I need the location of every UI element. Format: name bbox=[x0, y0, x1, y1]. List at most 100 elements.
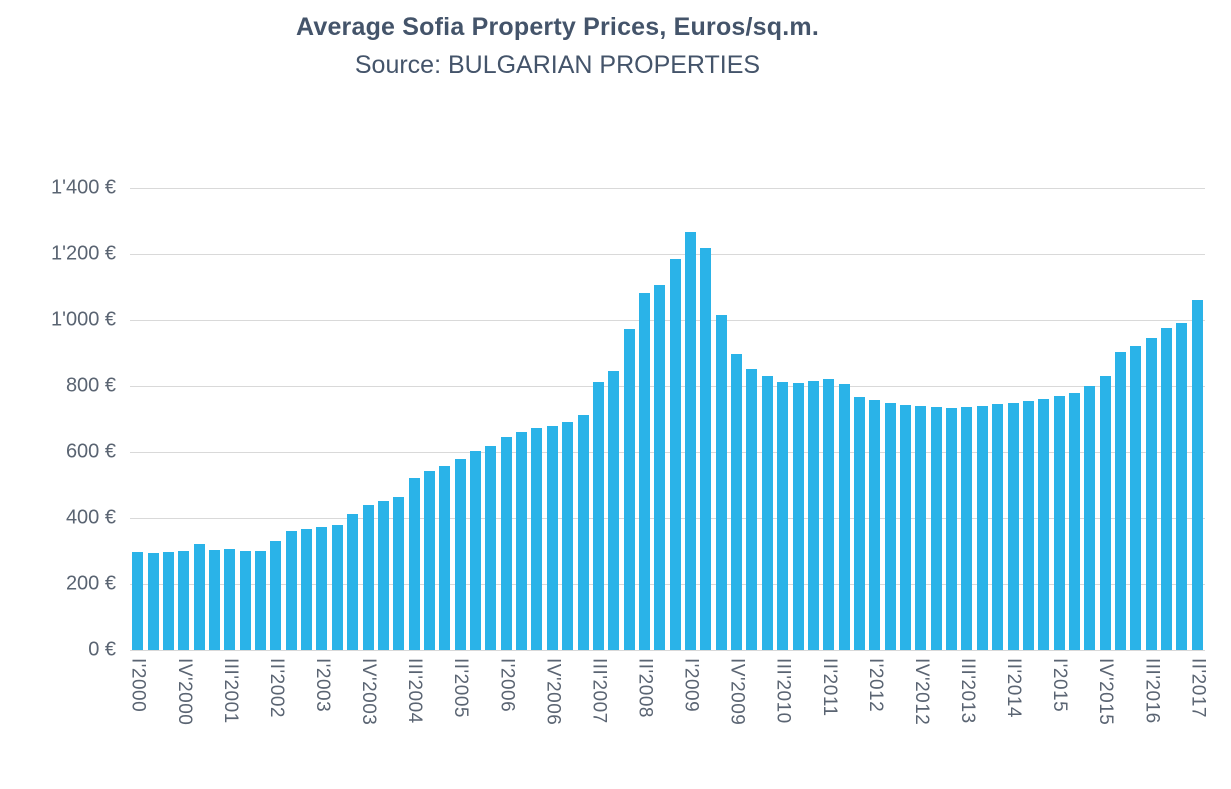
bar-II'2006 bbox=[516, 432, 528, 650]
bar-III'2012 bbox=[900, 404, 912, 650]
x-tick-label: IV'2000 bbox=[173, 658, 195, 726]
bar-I'2010 bbox=[746, 368, 758, 650]
x-tick-label: II'2014 bbox=[1003, 658, 1025, 718]
bar-I'2014 bbox=[992, 404, 1004, 650]
bar-IV'2013 bbox=[976, 405, 988, 650]
bar-IV'2015 bbox=[1099, 376, 1111, 650]
bar-I'2004 bbox=[377, 500, 389, 650]
bar-II'2012 bbox=[884, 403, 896, 650]
x-tick-label: IV'2015 bbox=[1095, 658, 1117, 726]
bar-I'2013 bbox=[930, 406, 942, 650]
bar-III'2001 bbox=[224, 548, 236, 650]
bar-I'2008 bbox=[623, 328, 635, 650]
y-tick-label: 400 € bbox=[65, 506, 116, 529]
x-tick-label: III'2010 bbox=[772, 658, 794, 724]
y-tick-label: 600 € bbox=[65, 440, 116, 463]
bar-II'2002 bbox=[270, 540, 282, 650]
chart-subtitle: Source: BULGARIAN PROPERTIES bbox=[354, 51, 761, 79]
bar-I'2000 bbox=[132, 552, 144, 650]
bar-III'2005 bbox=[470, 451, 482, 650]
bar-III'2014 bbox=[1022, 400, 1034, 650]
x-tick-label: IV'2003 bbox=[358, 658, 380, 726]
x-tick-label: II'2008 bbox=[634, 658, 656, 718]
bar-II'2004 bbox=[393, 497, 405, 650]
x-tick-label: II'2017 bbox=[1187, 658, 1209, 718]
gridline bbox=[130, 583, 1205, 585]
bar-II'2005 bbox=[454, 459, 466, 650]
gridline bbox=[130, 517, 1205, 519]
x-tick-label: III'2004 bbox=[404, 658, 426, 724]
y-tick-label: 1'400 € bbox=[51, 176, 116, 199]
bar-III'2010 bbox=[777, 382, 789, 650]
x-tick-label: III'2013 bbox=[956, 658, 978, 724]
y-tick-label: 1'000 € bbox=[51, 308, 116, 331]
x-tick-label: IV'2006 bbox=[542, 658, 564, 726]
bar-I'2016 bbox=[1115, 352, 1127, 650]
bar-III'2002 bbox=[285, 530, 297, 650]
bar-II'2015 bbox=[1068, 393, 1080, 650]
bar-IV'2004 bbox=[423, 470, 435, 650]
bar-IV'2007 bbox=[608, 371, 620, 650]
bar-IV'2016 bbox=[1161, 328, 1173, 650]
x-tick-label: I'2000 bbox=[127, 658, 149, 713]
bar-II'2017 bbox=[1191, 299, 1203, 650]
gridline bbox=[130, 319, 1205, 321]
bar-II'2010 bbox=[761, 376, 773, 650]
y-tick-label: 200 € bbox=[65, 572, 116, 595]
gridline bbox=[130, 451, 1205, 453]
bar-IV'2011 bbox=[853, 396, 865, 650]
bar-III'2008 bbox=[654, 284, 666, 650]
bar-IV'2012 bbox=[915, 405, 927, 650]
bar-II'2009 bbox=[700, 248, 712, 650]
bar-I'2002 bbox=[255, 551, 267, 650]
x-tick-label: II'2002 bbox=[265, 658, 287, 718]
x-tick-label: II'2011 bbox=[818, 658, 840, 717]
bar-III'2000 bbox=[162, 552, 174, 650]
gridline bbox=[130, 253, 1205, 255]
bar-IV'2003 bbox=[362, 505, 374, 650]
bar-IV'2001 bbox=[239, 551, 251, 650]
bar-I'2003 bbox=[316, 526, 328, 650]
bar-III'2013 bbox=[961, 407, 973, 650]
bar-IV'2014 bbox=[1038, 398, 1050, 650]
x-tick-label: I'2012 bbox=[864, 658, 886, 713]
bar-IV'2008 bbox=[669, 259, 681, 650]
bar-II'2001 bbox=[208, 549, 220, 650]
y-tick-label: 0 € bbox=[88, 638, 116, 661]
x-tick-label: I'2003 bbox=[311, 658, 333, 713]
plot-area: 0 € 200 € 400 € 600 € 800 € 1'000 € 1'200 € 1'4… bbox=[51, 177, 1208, 726]
bar-I'2007 bbox=[562, 422, 574, 650]
bar-III'2015 bbox=[1084, 386, 1096, 650]
bar-IV'2009 bbox=[731, 354, 743, 650]
y-tick-label: 1'200 € bbox=[51, 242, 116, 265]
bar-IV'2000 bbox=[178, 550, 190, 650]
bar-III'2004 bbox=[408, 478, 420, 650]
bar-III'2007 bbox=[592, 381, 604, 650]
bar-I'2005 bbox=[439, 465, 451, 650]
x-tick-label: III'2016 bbox=[1141, 658, 1163, 724]
gridline bbox=[130, 385, 1205, 387]
bar-III'2016 bbox=[1145, 338, 1157, 650]
bar-I'2009 bbox=[685, 231, 697, 650]
bar-IV'2006 bbox=[546, 426, 558, 650]
bar-I'2001 bbox=[193, 543, 205, 650]
bar-I'2012 bbox=[869, 400, 881, 650]
bar-IV'2005 bbox=[485, 446, 497, 650]
bar-IV'2002 bbox=[301, 528, 313, 650]
x-tick-label: IV'2012 bbox=[910, 658, 932, 726]
gridline bbox=[130, 649, 1205, 651]
bar-II'2014 bbox=[1007, 402, 1019, 650]
bar-II'2011 bbox=[823, 379, 835, 650]
bar-I'2011 bbox=[807, 381, 819, 650]
bar-II'2003 bbox=[331, 524, 343, 650]
x-tick-label: II'2005 bbox=[450, 658, 472, 718]
x-tick-label: I'2009 bbox=[680, 658, 702, 713]
bar-I'2006 bbox=[500, 436, 512, 650]
bar-III'2003 bbox=[347, 513, 359, 650]
bar-II'2013 bbox=[946, 407, 958, 650]
bar-II'2007 bbox=[577, 415, 589, 650]
x-tick-label: III'2001 bbox=[219, 658, 241, 724]
chart-title: Average Sofia Property Prices, Euros/sq.… bbox=[296, 13, 819, 41]
bar-III'2011 bbox=[838, 384, 850, 650]
bar-III'2009 bbox=[715, 315, 727, 650]
